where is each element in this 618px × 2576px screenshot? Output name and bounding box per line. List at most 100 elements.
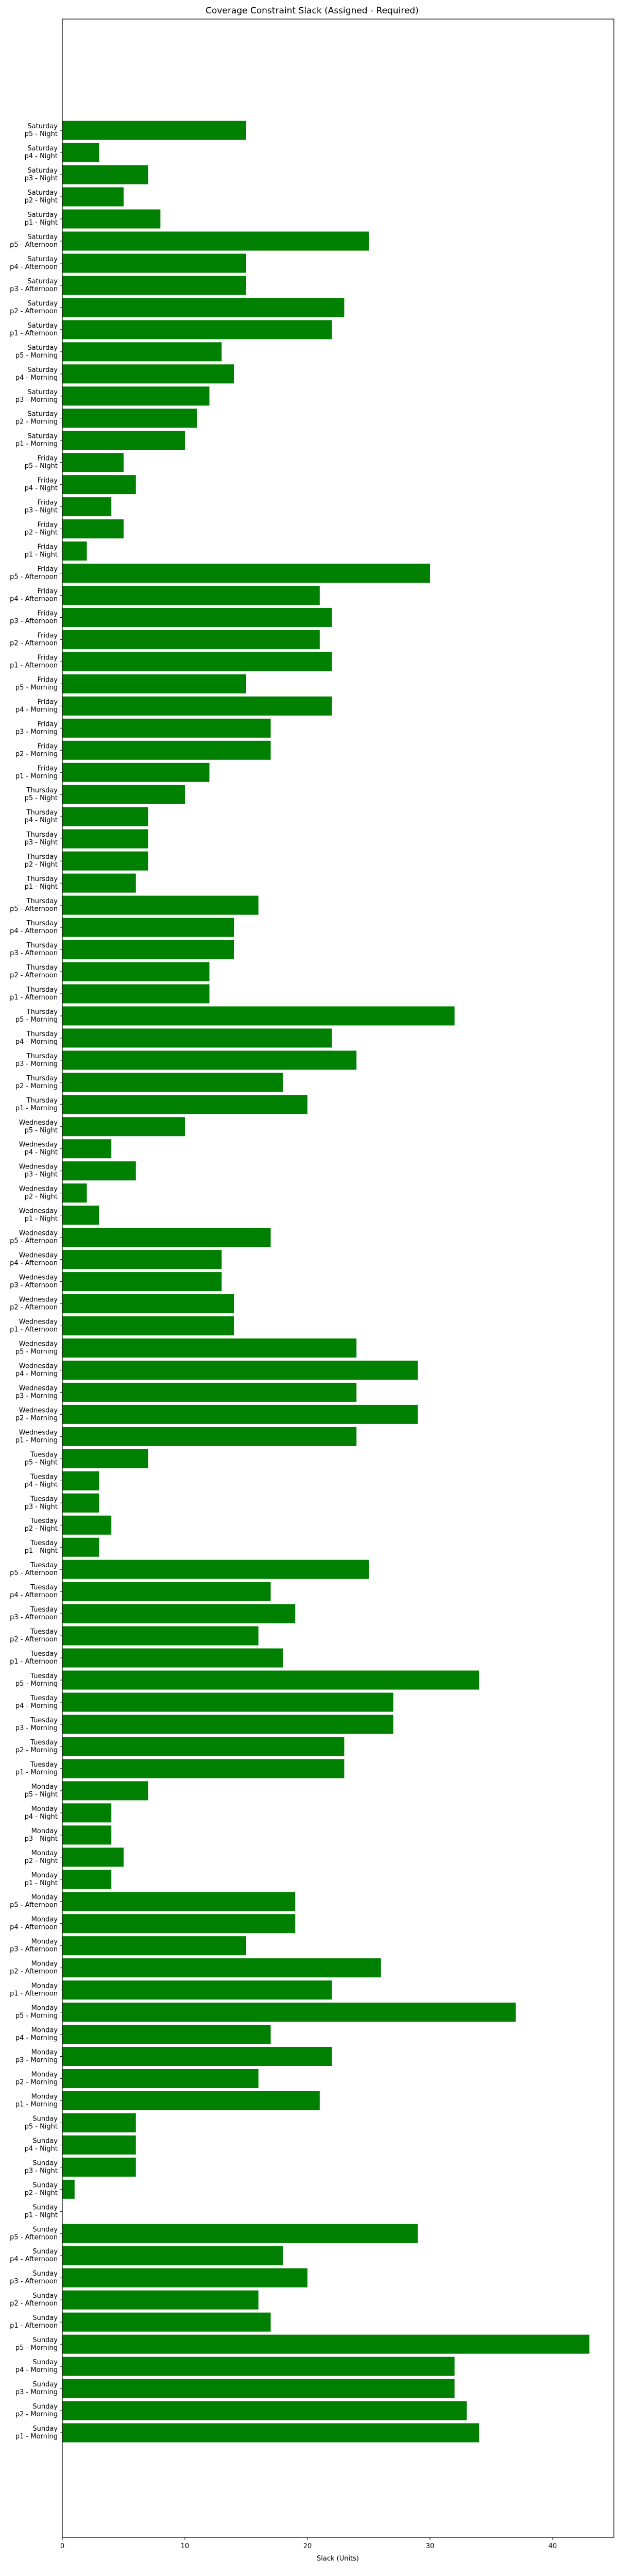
y-tick-label-tuesday-p1-night: Tuesday p1 - Night <box>25 1539 58 1555</box>
bar-monday-p5-morning <box>62 2003 516 2022</box>
bar-thursday-p4-night <box>62 807 148 826</box>
bar-friday-p3-morning <box>62 718 271 738</box>
bar-tuesday-p3-night <box>62 1493 99 1513</box>
y-tick-label-thursday-p3-afternoon: Thursday p3 - Afternoon <box>10 942 58 957</box>
y-tick-label-friday-p4-night: Friday p4 - Night <box>25 477 58 493</box>
bar-monday-p1-night <box>62 1870 112 1889</box>
bar-sunday-p4-night <box>62 2135 136 2155</box>
y-tick-label-monday-p3-morning: Monday p3 - Morning <box>15 2049 58 2064</box>
bar-sunday-p4-morning <box>62 2357 455 2376</box>
y-tick-label-friday-p4-afternoon: Friday p4 - Afternoon <box>10 587 58 603</box>
bar-thursday-p1-night <box>62 873 136 893</box>
y-tick-label-monday-p3-night: Monday p3 - Night <box>25 1827 58 1843</box>
bar-tuesday-p2-afternoon <box>62 1626 259 1646</box>
y-tick-label-wednesday-p2-night: Wednesday p2 - Night <box>19 1185 58 1201</box>
bar-monday-p4-afternoon <box>62 1914 296 1934</box>
y-tick-label-tuesday-p2-night: Tuesday p2 - Night <box>25 1517 58 1533</box>
y-tick-label-tuesday-p4-afternoon: Tuesday p4 - Afternoon <box>10 1584 58 1599</box>
bar-sunday-p4-afternoon <box>62 2246 283 2265</box>
y-tick-label-friday-p4-morning: Friday p4 - Morning <box>15 698 58 714</box>
y-tick-label-saturday-p3-morning: Saturday p3 - Morning <box>15 388 58 404</box>
bar-wednesday-p2-afternoon <box>62 1294 234 1314</box>
bar-thursday-p5-morning <box>62 1006 455 1026</box>
bar-tuesday-p3-morning <box>62 1715 393 1734</box>
y-tick-label-sunday-p4-morning: Sunday p4 - Morning <box>15 2359 58 2374</box>
bar-monday-p2-night <box>62 1848 124 1867</box>
bar-saturday-p1-morning <box>62 431 185 450</box>
bar-tuesday-p3-afternoon <box>62 1604 296 1623</box>
y-tick-label-saturday-p5-night: Saturday p5 - Night <box>25 123 58 138</box>
x-tick-label-10: 10 <box>181 2543 190 2550</box>
bar-wednesday-p5-afternoon <box>62 1228 271 1247</box>
bar-saturday-p4-night <box>62 143 99 162</box>
bar-saturday-p2-afternoon <box>62 298 345 317</box>
bar-saturday-p4-morning <box>62 364 234 384</box>
y-tick-label-sunday-p2-night: Sunday p2 - Night <box>25 2181 58 2197</box>
y-tick-label-thursday-p3-night: Thursday p3 - Night <box>25 831 58 846</box>
y-tick-label-friday-p5-afternoon: Friday p5 - Afternoon <box>10 566 58 581</box>
y-tick-label-monday-p4-night: Monday p4 - Night <box>25 1805 58 1821</box>
y-tick-label-friday-p2-morning: Friday p2 - Morning <box>15 742 58 758</box>
x-axis-ticks: 0 10 20 30 40 <box>60 2537 557 2550</box>
y-tick-label-sunday-p3-afternoon: Sunday p3 - Afternoon <box>10 2270 58 2285</box>
y-tick-label-saturday-p2-afternoon: Saturday p2 - Afternoon <box>10 300 58 315</box>
bar-friday-p1-afternoon <box>62 652 332 671</box>
y-tick-label-tuesday-p2-afternoon: Tuesday p2 - Afternoon <box>10 1628 58 1643</box>
bar-saturday-p1-afternoon <box>62 320 332 340</box>
y-tick-label-monday-p4-afternoon: Monday p4 - Afternoon <box>10 1916 58 1931</box>
y-tick-label-wednesday-p5-morning: Wednesday p5 - Morning <box>15 1340 58 1355</box>
bar-wednesday-p5-morning <box>62 1338 357 1358</box>
y-tick-label-wednesday-p1-morning: Wednesday p1 - Morning <box>15 1429 58 1444</box>
bar-friday-p5-afternoon <box>62 564 430 583</box>
bar-sunday-p5-night <box>62 2113 136 2132</box>
y-tick-label-monday-p5-morning: Monday p5 - Morning <box>15 2005 58 2020</box>
bar-friday-p1-morning <box>62 762 210 782</box>
y-tick-label-thursday-p4-morning: Thursday p4 - Morning <box>15 1030 58 1046</box>
y-tick-label-sunday-p4-afternoon: Sunday p4 - Afternoon <box>10 2248 58 2263</box>
y-tick-label-monday-p2-afternoon: Monday p2 - Afternoon <box>10 1960 58 1976</box>
y-tick-label-sunday-p5-afternoon: Sunday p5 - Afternoon <box>10 2226 58 2241</box>
y-tick-label-monday-p4-morning: Monday p4 - Morning <box>15 2027 58 2042</box>
bar-thursday-p1-morning <box>62 1095 307 1114</box>
bar-friday-p3-night <box>62 497 112 517</box>
bar-sunday-p2-afternoon <box>62 2290 259 2310</box>
y-tick-label-monday-p5-night: Monday p5 - Night <box>25 1783 58 1799</box>
bar-wednesday-p3-night <box>62 1161 136 1181</box>
x-tick-label-40: 40 <box>548 2543 557 2550</box>
y-tick-label-thursday-p5-morning: Thursday p5 - Morning <box>15 1008 58 1024</box>
y-tick-label-saturday-p4-night: Saturday p4 - Night <box>25 145 58 160</box>
y-tick-label-saturday-p2-night: Saturday p2 - Night <box>25 189 58 205</box>
bar-friday-p4-night <box>62 475 136 495</box>
y-tick-label-tuesday-p3-morning: Tuesday p3 - Morning <box>15 1717 58 1732</box>
y-tick-label-friday-p2-night: Friday p2 - Night <box>25 521 58 537</box>
bar-tuesday-p2-morning <box>62 1737 345 1756</box>
bar-thursday-p5-afternoon <box>62 895 259 915</box>
y-tick-labels: Sunday p1 - Morning Sunday p2 - Morning Sund… <box>10 123 62 2441</box>
y-tick-label-friday-p2-afternoon: Friday p2 - Afternoon <box>10 632 58 647</box>
y-tick-label-thursday-p4-night: Thursday p4 - Night <box>25 809 58 824</box>
y-tick-label-sunday-p1-afternoon: Sunday p1 - Afternoon <box>10 2314 58 2330</box>
bar-friday-p3-afternoon <box>62 607 332 627</box>
bar-monday-p2-afternoon <box>62 1958 381 1978</box>
bar-wednesday-p2-night <box>62 1183 87 1203</box>
bar-friday-p2-morning <box>62 740 271 760</box>
y-tick-label-tuesday-p5-night: Tuesday p5 - Night <box>25 1451 58 1466</box>
bar-wednesday-p5-night <box>62 1117 185 1137</box>
bar-thursday-p4-afternoon <box>62 918 234 937</box>
y-tick-label-friday-p1-night: Friday p1 - Night <box>25 544 58 559</box>
bar-wednesday-p4-afternoon <box>62 1250 222 1269</box>
y-tick-label-wednesday-p4-morning: Wednesday p4 - Morning <box>15 1362 58 1378</box>
y-tick-label-thursday-p1-afternoon: Thursday p1 - Afternoon <box>10 986 58 1002</box>
bar-saturday-p5-afternoon <box>62 231 369 251</box>
bar-monday-p3-night <box>62 1825 112 1845</box>
bar-tuesday-p1-morning <box>62 1759 345 1778</box>
y-tick-label-sunday-p3-night: Sunday p3 - Night <box>25 2159 58 2175</box>
bar-tuesday-p5-morning <box>62 1670 479 1690</box>
bar-sunday-p3-night <box>62 2157 136 2177</box>
bar-saturday-p2-night <box>62 187 124 207</box>
y-tick-label-sunday-p5-morning: Sunday p5 - Morning <box>15 2336 58 2352</box>
y-tick-label-monday-p1-morning: Monday p1 - Morning <box>15 2093 58 2108</box>
bar-wednesday-p1-morning <box>62 1427 357 1446</box>
bar-tuesday-p2-night <box>62 1515 112 1535</box>
